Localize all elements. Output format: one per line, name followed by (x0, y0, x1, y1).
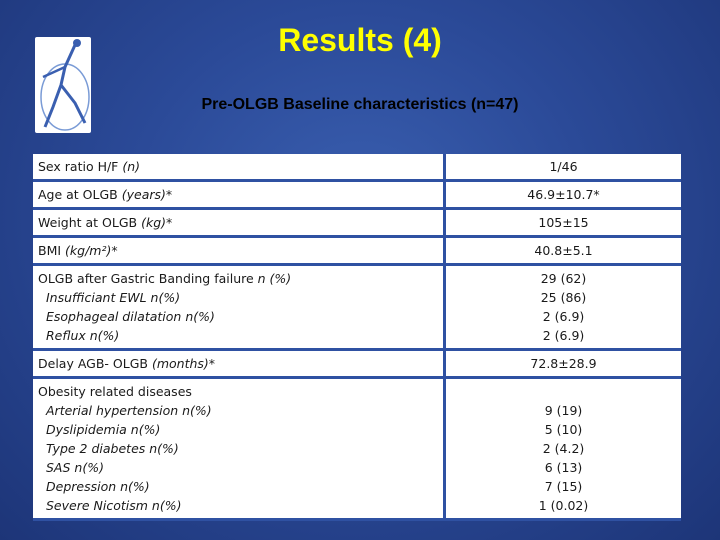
row-value-cell: 29 (62) 25 (86) 2 (6.9) 2 (6.9) (444, 264, 681, 351)
row-sub-value: 9 (19) (544, 403, 583, 418)
row-sub-value: 6 (13) (544, 460, 583, 475)
row-label: Weight at OLGB (kg)* (38, 215, 173, 230)
row-sub-label: Dyslipidemia n(%) (46, 422, 161, 437)
row-sub-value: 7 (15) (544, 479, 583, 494)
row-label-cell: OLGB after Gastric Banding failure n (%)… (33, 264, 446, 351)
row-sub-value: 1 (0.02) (538, 498, 589, 513)
row-label: BMI (kg/m²)* (38, 243, 118, 258)
row-value: 105±15 (538, 215, 589, 230)
table-row: Age at OLGB (years)* 46.9±10.7* (33, 180, 681, 210)
row-label-cell: Sex ratio H/F (n) (33, 154, 446, 182)
row-value: 1/46 (549, 159, 578, 174)
row-value: 46.9±10.7* (527, 187, 600, 202)
row-sub-value: 2 (4.2) (542, 441, 585, 456)
baseline-table: Sex ratio H/F (n) 1/46 Age at OLGB (years)… (33, 154, 681, 521)
row-sub-value: 25 (86) (540, 290, 587, 305)
row-label: Age at OLGB (years)* (38, 187, 173, 202)
row-value: 29 (62) (540, 271, 587, 286)
row-value: 40.8±5.1 (534, 243, 593, 258)
row-label: Sex ratio H/F (n) (38, 159, 141, 174)
row-sub-label: Esophageal dilatation n(%) (46, 309, 215, 324)
row-label-cell: Obesity related diseases Arterial hyperte… (33, 377, 446, 521)
row-sub-label: Insufficiant EWL n(%) (46, 290, 181, 305)
row-sub-value: 5 (10) (544, 422, 583, 437)
row-value-cell: 72.8±28.9 (444, 349, 681, 379)
table-row: Weight at OLGB (kg)* 105±15 (33, 208, 681, 238)
table-row: OLGB after Gastric Banding failure n (%)… (33, 264, 681, 351)
slide-subtitle: Pre-OLGB Baseline characteristics (n=47) (201, 96, 519, 113)
row-sub-value: 2 (6.9) (542, 328, 585, 343)
row-label-cell: Delay AGB- OLGB (months)* (33, 349, 446, 379)
row-sub-label: Arterial hypertension n(%) (46, 403, 212, 418)
row-value-cell: 105±15 (444, 208, 681, 238)
table-row: Obesity related diseases Arterial hyperte… (33, 377, 681, 521)
row-label-cell: BMI (kg/m²)* (33, 236, 446, 266)
row-label: Obesity related diseases (38, 384, 192, 399)
row-value-cell: 9 (19) 5 (10) 2 (4.2) 6 (13) 7 (15) 1 (0.02) (444, 377, 681, 521)
row-label: Delay AGB- OLGB (months)* (38, 356, 216, 371)
row-value-cell: 40.8±5.1 (444, 236, 681, 266)
row-sub-label: Severe Nicotism n(%) (46, 498, 182, 513)
row-sub-label: Reflux n(%) (46, 328, 120, 343)
table-row: Sex ratio H/F (n) 1/46 (33, 154, 681, 182)
row-sub-value: 2 (6.9) (542, 309, 585, 324)
row-sub-label: Depression n(%) (46, 479, 150, 494)
row-value (451, 382, 676, 401)
table-row: BMI (kg/m²)* 40.8±5.1 (33, 236, 681, 266)
row-sub-label: SAS n(%) (46, 460, 104, 475)
row-value-cell: 46.9±10.7* (444, 180, 681, 210)
row-sub-label: Type 2 diabetes n(%) (46, 441, 179, 456)
row-value: 72.8±28.9 (530, 356, 597, 371)
slide-title: Results (4) (278, 22, 442, 58)
logo-image (35, 37, 91, 133)
row-value-cell: 1/46 (444, 154, 681, 182)
row-label-cell: Weight at OLGB (kg)* (33, 208, 446, 238)
table-row: Delay AGB- OLGB (months)* 72.8±28.9 (33, 349, 681, 379)
row-label-cell: Age at OLGB (years)* (33, 180, 446, 210)
row-label: OLGB after Gastric Banding failure n (%) (38, 271, 292, 286)
